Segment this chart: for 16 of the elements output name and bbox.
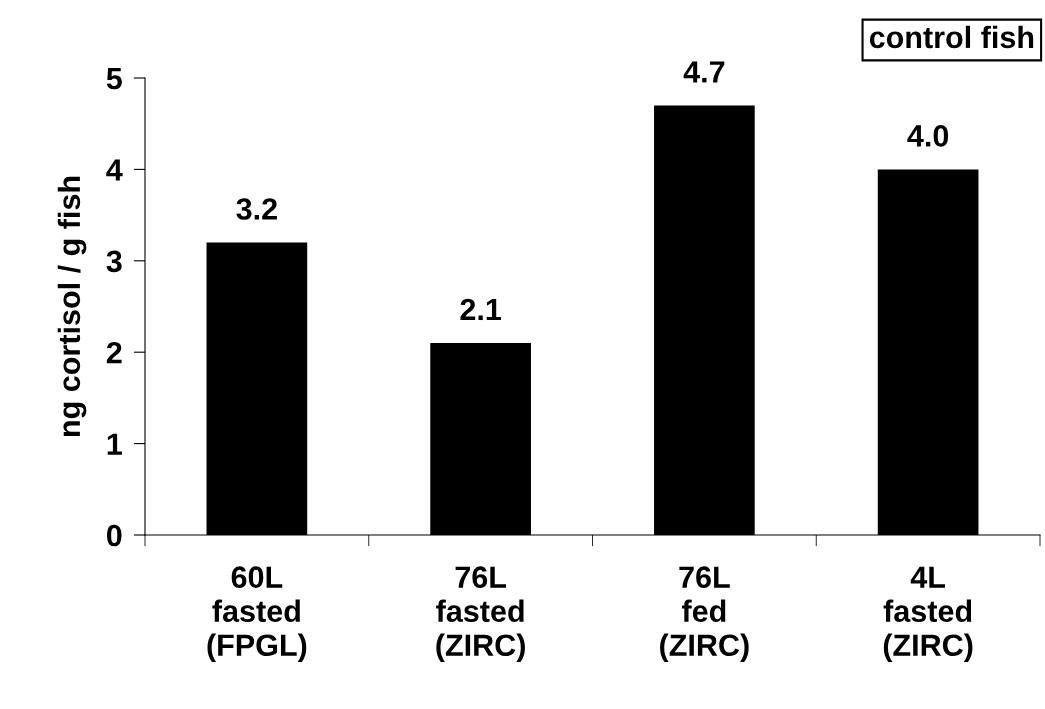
data-label: 4.7 — [683, 61, 725, 83]
x-tick-label: 76L fed (ZIRC) — [660, 566, 749, 663]
y-tick-label: 0 — [106, 524, 122, 547]
y-tick-label: 5 — [106, 68, 122, 90]
data-label: 3.2 — [236, 198, 277, 220]
x-tick-label: 4L fasted (ZIRC) — [883, 566, 973, 663]
y-axis-title: ng cortisol / g fish — [57, 176, 87, 437]
y-tick-label: 1 — [107, 433, 122, 455]
y-tick-label: 2 — [106, 341, 122, 364]
text: control fish — [869, 25, 1034, 49]
data-label: 2.1 — [460, 298, 502, 321]
y-tick-label: 3 — [106, 250, 122, 273]
x-tick-label: 60L fasted (FPGL) — [207, 566, 307, 663]
x-tick-label: 76L fasted (ZIRC) — [436, 566, 525, 663]
y-tick-label: 4 — [106, 159, 123, 181]
data-label: 4.0 — [907, 125, 949, 147]
